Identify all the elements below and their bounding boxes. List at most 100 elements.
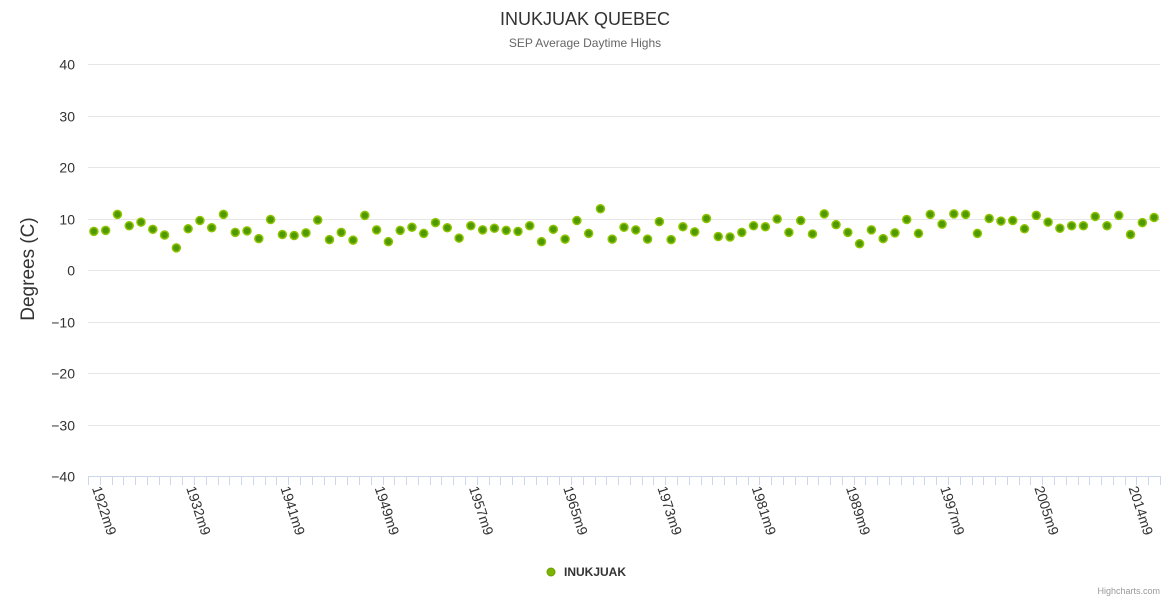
data-point[interactable]: [1137, 217, 1148, 228]
data-point[interactable]: [1007, 215, 1018, 226]
data-point[interactable]: [595, 203, 606, 214]
data-point[interactable]: [854, 238, 865, 249]
data-point[interactable]: [984, 213, 994, 224]
data-point[interactable]: [348, 235, 358, 245]
data-point[interactable]: [1078, 220, 1089, 231]
data-point[interactable]: [1125, 229, 1136, 240]
data-point[interactable]: [972, 228, 983, 239]
data-point[interactable]: [301, 228, 311, 238]
data-point[interactable]: [866, 225, 877, 235]
data-point[interactable]: [725, 232, 735, 242]
data-point[interactable]: [642, 234, 653, 244]
data-point[interactable]: [513, 226, 523, 237]
data-point[interactable]: [195, 215, 205, 226]
data-point[interactable]: [206, 223, 217, 233]
data-point[interactable]: [737, 227, 747, 238]
data-point[interactable]: [242, 226, 252, 236]
data-point[interactable]: [831, 219, 841, 230]
data-point[interactable]: [913, 228, 924, 239]
data-point[interactable]: [960, 209, 971, 220]
data-point[interactable]: [572, 215, 582, 226]
data-point[interactable]: [784, 227, 794, 238]
data-point[interactable]: [996, 216, 1006, 226]
data-point[interactable]: [89, 226, 99, 237]
data-point[interactable]: [430, 217, 441, 228]
data-point[interactable]: [666, 234, 676, 245]
y-tick-label: 10: [59, 212, 75, 228]
data-point[interactable]: [136, 217, 146, 227]
data-point[interactable]: [277, 229, 288, 240]
data-point[interactable]: [890, 228, 900, 238]
data-point[interactable]: [901, 214, 912, 225]
data-point[interactable]: [418, 228, 429, 239]
data-point[interactable]: [265, 214, 276, 225]
data-point[interactable]: [371, 225, 382, 235]
data-point[interactable]: [442, 223, 453, 233]
data-point[interactable]: [395, 225, 405, 236]
data-point[interactable]: [1043, 217, 1053, 227]
data-point[interactable]: [218, 209, 229, 220]
y-tick-label: 30: [59, 109, 75, 125]
chart-subtitle: SEP Average Daytime Highs: [509, 36, 661, 50]
data-point[interactable]: [560, 234, 570, 244]
data-point[interactable]: [324, 234, 335, 245]
data-point[interactable]: [1031, 210, 1042, 221]
data-point[interactable]: [525, 220, 535, 231]
data-point[interactable]: [607, 234, 617, 244]
x-tick-label: 1965m9: [560, 484, 591, 537]
data-point[interactable]: [949, 209, 959, 219]
data-point[interactable]: [183, 224, 193, 234]
data-point[interactable]: [336, 227, 347, 238]
data-point[interactable]: [1114, 210, 1124, 221]
data-point[interactable]: [383, 236, 394, 247]
data-point[interactable]: [407, 222, 417, 233]
data-point[interactable]: [1055, 223, 1065, 234]
data-point[interactable]: [807, 229, 818, 239]
data-point[interactable]: [254, 233, 264, 244]
data-point[interactable]: [583, 228, 594, 239]
credits-link[interactable]: Highcharts.com: [1097, 586, 1160, 596]
data-point[interactable]: [1090, 211, 1100, 222]
data-point[interactable]: [454, 233, 464, 243]
data-point[interactable]: [100, 225, 111, 236]
data-point[interactable]: [678, 221, 688, 232]
data-point[interactable]: [819, 209, 830, 219]
data-point[interactable]: [713, 231, 723, 242]
data-point[interactable]: [748, 220, 759, 231]
data-point[interactable]: [112, 209, 123, 220]
data-point[interactable]: [536, 236, 547, 247]
data-point[interactable]: [1102, 220, 1112, 231]
legend-item-inukjuak[interactable]: INUKJUAK: [546, 565, 626, 579]
data-point[interactable]: [501, 225, 511, 236]
data-point[interactable]: [477, 225, 488, 235]
data-point[interactable]: [124, 220, 134, 231]
data-point[interactable]: [795, 215, 806, 226]
data-point[interactable]: [925, 209, 936, 220]
data-point[interactable]: [548, 224, 559, 235]
legend-marker: [546, 567, 556, 577]
data-point[interactable]: [289, 230, 299, 241]
data-point[interactable]: [760, 221, 771, 232]
data-point[interactable]: [312, 215, 323, 225]
data-point[interactable]: [689, 227, 700, 237]
data-point[interactable]: [171, 243, 182, 253]
data-point[interactable]: [1066, 220, 1077, 231]
data-point[interactable]: [466, 220, 476, 231]
data-point[interactable]: [360, 210, 370, 221]
data-point[interactable]: [1149, 212, 1159, 223]
data-point[interactable]: [772, 214, 782, 224]
data-point[interactable]: [878, 233, 888, 244]
data-point[interactable]: [843, 227, 853, 238]
y-tick-label: −20: [51, 366, 75, 382]
data-point[interactable]: [230, 227, 241, 238]
series-inukjuak[interactable]: [89, 203, 1159, 253]
data-point[interactable]: [701, 213, 712, 224]
data-point[interactable]: [489, 223, 500, 234]
data-point[interactable]: [937, 219, 947, 229]
data-point[interactable]: [654, 216, 665, 227]
data-point[interactable]: [1019, 224, 1030, 234]
data-point[interactable]: [148, 224, 158, 235]
data-point[interactable]: [619, 222, 629, 233]
data-point[interactable]: [159, 230, 170, 240]
data-point[interactable]: [631, 225, 641, 235]
